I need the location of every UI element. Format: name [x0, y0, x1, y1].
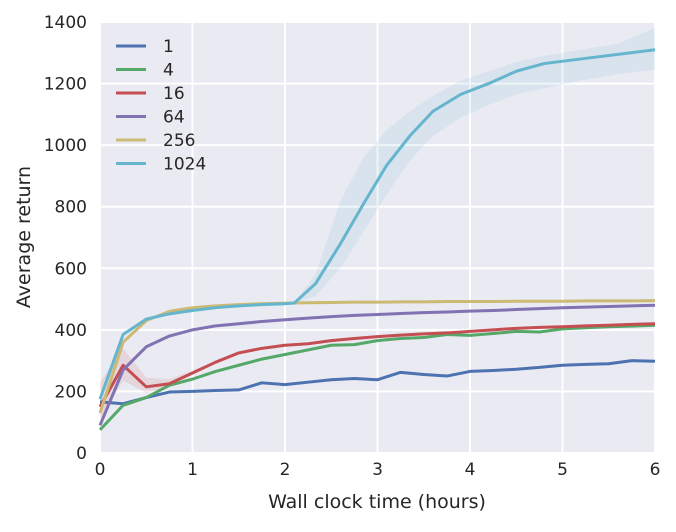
x-tick-label: 0 [95, 460, 106, 480]
x-tick-label: 4 [465, 460, 476, 480]
legend: 1 4 16 64 256 1024 [116, 37, 206, 175]
x-tick-label: 1 [187, 460, 198, 480]
legend-label-1: 1 [163, 37, 174, 57]
y-tick-label: 1000 [44, 136, 87, 156]
series-line-4 [98, 323, 656, 431]
x-tick-label: 5 [557, 460, 568, 480]
legend-label-16: 16 [163, 84, 185, 104]
legend-label-1024: 1024 [163, 155, 206, 175]
confidence-bands [100, 28, 655, 420]
legend-label-64: 64 [163, 108, 185, 128]
x-tick-label: 3 [372, 460, 383, 480]
series-line-16 [98, 322, 656, 408]
series-line-64 [98, 303, 656, 426]
series-line-1024 [98, 48, 656, 400]
legend-label-256: 256 [163, 131, 195, 151]
series-lines [98, 48, 656, 431]
y-tick-label: 0 [76, 444, 87, 464]
y-tick-label: 800 [55, 198, 87, 218]
series-line-256 [98, 299, 656, 414]
y-axis-label: Average return [13, 166, 35, 308]
x-axis-label: Wall clock time (hours) [268, 491, 486, 513]
tick-labels: 0 1 2 3 4 5 6 0 200 400 600 800 1000 1200 1400 [44, 13, 661, 480]
y-tick-label: 400 [55, 321, 87, 341]
legend-label-4: 4 [163, 61, 174, 81]
x-tick-label: 6 [650, 460, 661, 480]
y-tick-label: 1400 [44, 13, 87, 33]
series-line-1 [99, 359, 656, 406]
x-tick-label: 2 [280, 460, 291, 480]
y-tick-label: 200 [55, 382, 87, 402]
y-tick-label: 600 [55, 259, 87, 279]
y-tick-label: 1200 [44, 75, 87, 95]
confidence-band-1024 [100, 28, 655, 403]
